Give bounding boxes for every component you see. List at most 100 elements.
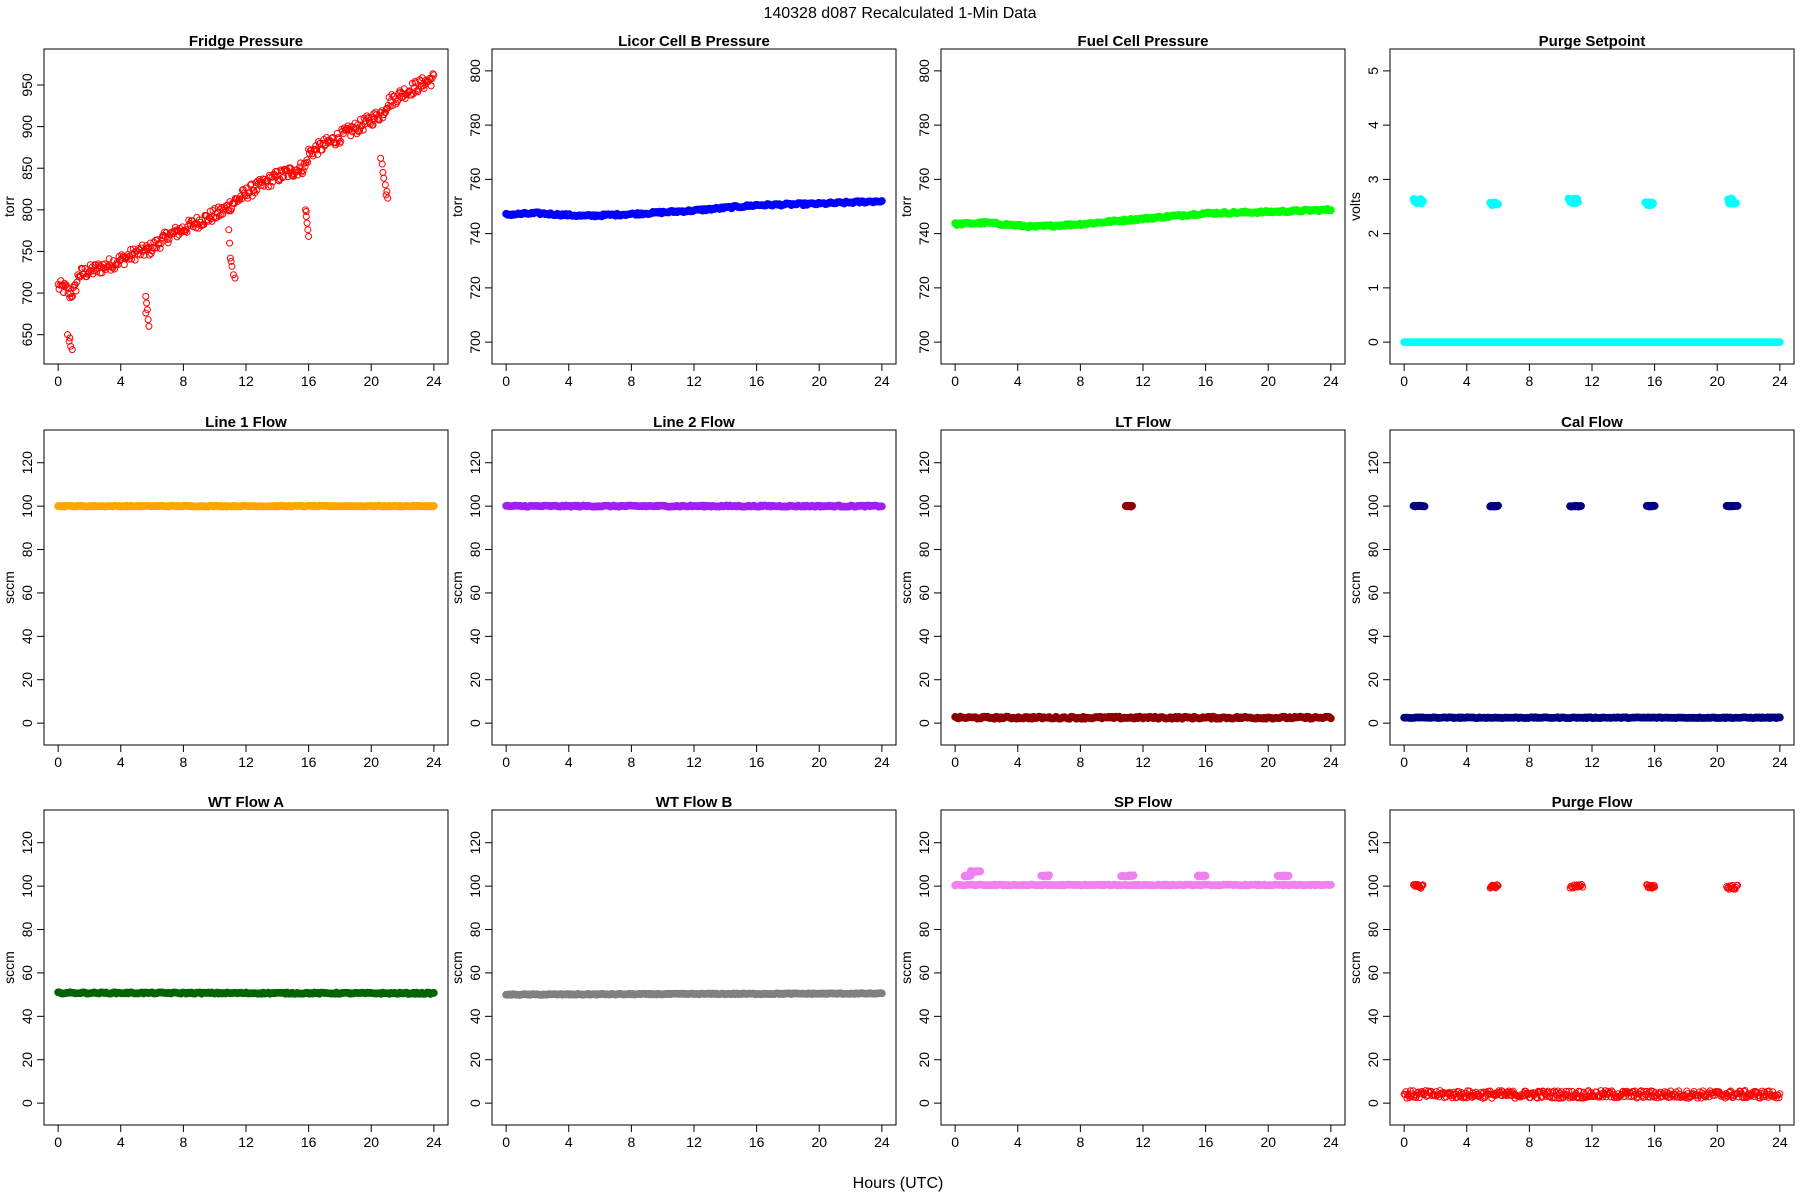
y-tick-label: 4	[1365, 121, 1381, 129]
x-tick-label: 16	[301, 373, 317, 389]
data-point	[1618, 1088, 1626, 1096]
panel-title: Purge Setpoint	[1539, 33, 1646, 50]
x-tick-label: 24	[426, 754, 442, 770]
y-tick-label: 20	[916, 1052, 932, 1068]
y-axis: 0 20 40 60 80 100 120	[19, 831, 45, 1107]
x-tick-label: 16	[749, 754, 765, 770]
panel-6: Line 2 Flow sccm 0 4 8 12 16 20 24 0 20 40 60 80 100 12…	[449, 414, 897, 770]
data-point	[356, 127, 364, 135]
data-point	[1533, 1093, 1541, 1101]
y-tick-label: 120	[916, 451, 932, 475]
y-axis-label: sccm	[1347, 571, 1363, 604]
data-point	[429, 70, 437, 78]
y-axis-label: torr	[449, 196, 465, 217]
data-point	[1554, 1087, 1562, 1095]
x-tick-label: 4	[565, 1134, 573, 1150]
y-tick-label: 950	[19, 73, 35, 97]
data-point	[335, 135, 343, 143]
y-axis: 0 20 40 60 80 100 120	[1365, 451, 1391, 727]
data-point	[143, 299, 151, 307]
data-point	[1326, 714, 1335, 723]
x-tick-label: 4	[1463, 373, 1471, 389]
data-point	[401, 94, 409, 102]
data-point	[1576, 1088, 1584, 1096]
y-axis-label: sccm	[898, 951, 914, 984]
data-point	[347, 132, 355, 140]
x-tick-label: 24	[874, 1134, 890, 1150]
data-point	[1492, 884, 1500, 892]
x-tick-label: 24	[874, 754, 890, 770]
x-tick-label: 20	[363, 754, 379, 770]
plot-frame	[1389, 429, 1795, 746]
x-tick-label: 16	[1647, 373, 1663, 389]
data-point	[280, 173, 288, 181]
data-point	[337, 137, 345, 145]
x-tick-label: 16	[1647, 1134, 1663, 1150]
y-axis: 700 720 740 760 780 800	[916, 59, 942, 354]
data-point	[1775, 338, 1784, 347]
data-point	[302, 212, 310, 220]
x-tick-label: 12	[1584, 1134, 1600, 1150]
x-tick-label: 0	[54, 373, 62, 389]
data-point	[1128, 501, 1136, 510]
plot-frame	[491, 429, 897, 746]
x-tick-label: 24	[874, 373, 890, 389]
y-tick-label: 120	[1365, 831, 1381, 855]
x-tick-label: 24	[1772, 373, 1788, 389]
y-tick-label: 0	[467, 719, 483, 727]
data-point	[1760, 1093, 1768, 1101]
data-point	[144, 316, 152, 324]
x-tick-label: 8	[1076, 373, 1084, 389]
data-point	[1574, 198, 1582, 207]
data-point	[229, 271, 237, 279]
data-point	[1625, 1092, 1633, 1100]
x-tick-label: 12	[238, 754, 254, 770]
data-point	[429, 988, 438, 997]
data-point	[378, 160, 386, 168]
x-tick-label: 0	[502, 1134, 510, 1150]
y-tick-label: 100	[19, 494, 35, 518]
x-tick-label: 20	[363, 1134, 379, 1150]
y-tick-label: 20	[916, 672, 932, 688]
data-series	[54, 988, 438, 998]
data-series	[951, 867, 1335, 890]
data-point	[1508, 1088, 1516, 1096]
x-tick-label: 24	[1323, 373, 1339, 389]
x-tick-label: 8	[1525, 754, 1533, 770]
panel-title: Fridge Pressure	[189, 33, 303, 50]
data-point	[1608, 1087, 1616, 1095]
y-axis: 0 20 40 60 80 100 120	[467, 831, 493, 1107]
y-tick-label: 40	[467, 1008, 483, 1024]
x-tick-label: 16	[749, 1134, 765, 1150]
y-axis: 0 20 40 60 80 100 120	[19, 451, 45, 727]
y-axis-label: sccm	[449, 571, 465, 604]
y-axis-label: torr	[898, 196, 914, 217]
y-tick-label: 80	[467, 542, 483, 558]
x-tick-label: 4	[565, 373, 573, 389]
data-point	[297, 159, 305, 167]
x-tick-label: 4	[1463, 754, 1471, 770]
y-tick-label: 720	[916, 276, 932, 300]
data-point	[379, 168, 387, 176]
x-tick-label: 8	[627, 373, 635, 389]
y-tick-label: 100	[467, 874, 483, 898]
data-point	[1775, 713, 1784, 722]
y-axis: 0 20 40 60 80 100 120	[467, 451, 493, 727]
x-tick-label: 24	[1772, 754, 1788, 770]
x-tick-label: 8	[1525, 1134, 1533, 1150]
y-tick-label: 40	[19, 628, 35, 644]
y-tick-label: 80	[467, 922, 483, 938]
y-tick-label: 3	[1365, 175, 1381, 183]
data-point	[413, 87, 421, 95]
x-tick-label: 0	[1400, 373, 1408, 389]
y-tick-label: 700	[916, 330, 932, 354]
x-tick-label: 12	[238, 1134, 254, 1150]
panel-8: Cal Flow sccm 0 4 8 12 16 20 24 0 20 40 60 80 100 120	[1347, 414, 1795, 770]
data-point	[304, 226, 312, 234]
x-axis: 0 4 8 12 16 20 24	[502, 363, 890, 389]
data-series	[951, 205, 1335, 232]
x-tick-label: 16	[1198, 373, 1214, 389]
x-axis: 0 4 8 12 16 20 24	[951, 1124, 1339, 1150]
x-tick-label: 12	[238, 373, 254, 389]
